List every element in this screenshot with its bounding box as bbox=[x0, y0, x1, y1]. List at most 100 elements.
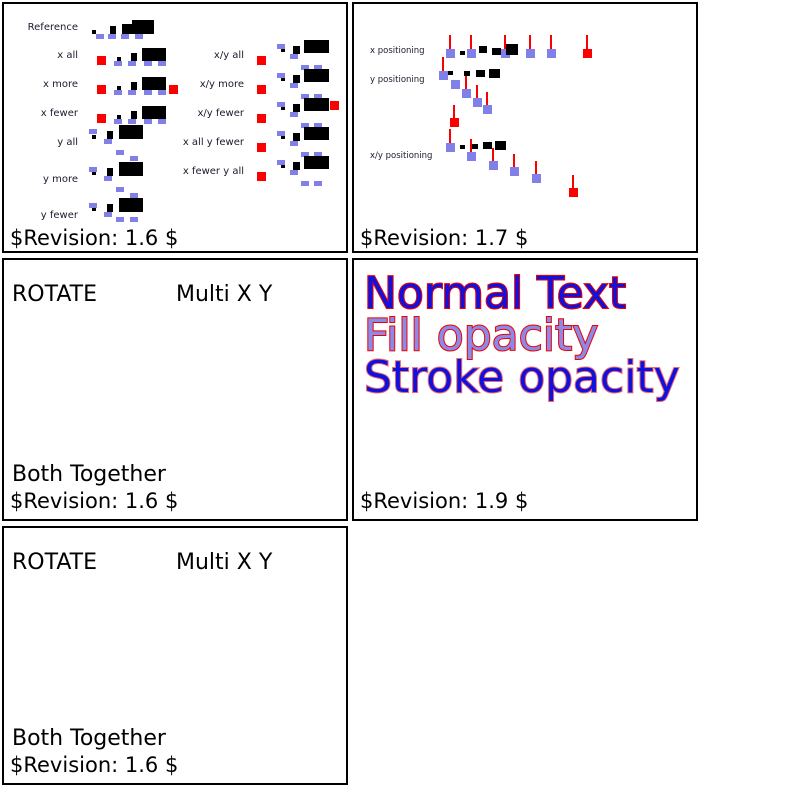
revision-label: $Revision: 1.9 $ bbox=[360, 489, 529, 513]
align-left-black-marker bbox=[131, 53, 137, 61]
align-right-black-marker bbox=[281, 164, 285, 168]
position-blue-marker bbox=[510, 167, 519, 176]
position-black-marker bbox=[483, 142, 492, 149]
align-row-label: x/y all bbox=[213, 50, 244, 61]
align-right-black-marker bbox=[281, 135, 285, 139]
align-right-black-marker bbox=[304, 156, 329, 169]
align-left-black-marker bbox=[107, 168, 113, 176]
tick-mark bbox=[535, 161, 537, 174]
align-right-blue-marker bbox=[290, 54, 298, 59]
align-left-blue-marker bbox=[130, 156, 138, 161]
align-right-blue-marker bbox=[301, 181, 309, 186]
tick-mark bbox=[492, 148, 494, 161]
position-blue-marker bbox=[547, 49, 556, 58]
align-left-blue-marker bbox=[130, 217, 138, 222]
align-right-black-marker bbox=[293, 46, 300, 54]
tick-mark bbox=[586, 35, 588, 49]
align-left-blue-marker bbox=[114, 90, 122, 95]
align-left-blue-marker bbox=[158, 90, 166, 95]
align-left-black-marker bbox=[119, 198, 143, 212]
align-row-label: x all bbox=[57, 50, 78, 61]
tick-mark bbox=[513, 154, 515, 167]
position-blue-marker bbox=[451, 80, 460, 89]
align-right-black-marker bbox=[304, 40, 329, 53]
align-right-black-marker bbox=[281, 106, 285, 110]
align-left-black-marker bbox=[132, 20, 154, 34]
position-blue-marker bbox=[462, 89, 471, 98]
align-left-blue-marker bbox=[114, 119, 122, 124]
align-right-blue-marker bbox=[290, 141, 298, 146]
align-left-blue-marker bbox=[144, 119, 152, 124]
align-left-blue-marker bbox=[104, 176, 112, 181]
align-right-blue-marker bbox=[301, 94, 309, 99]
panel-text-rotate-bottom: ROTATE Multi X Y Both Together $Revision… bbox=[2, 526, 348, 785]
tick-mark bbox=[453, 105, 455, 118]
align-left-blue-marker bbox=[158, 61, 166, 66]
position-blue-marker bbox=[467, 49, 476, 58]
align-right-black-marker bbox=[293, 75, 300, 83]
align-left-blue-marker bbox=[130, 193, 138, 198]
align-right-blue-marker bbox=[290, 170, 298, 175]
tick-mark bbox=[470, 139, 472, 152]
position-red-marker bbox=[583, 49, 592, 58]
align-left-blue-marker bbox=[104, 212, 112, 217]
align-left-blue-marker bbox=[89, 203, 97, 208]
tick-mark bbox=[470, 35, 472, 49]
position-black-marker bbox=[460, 145, 465, 149]
align-left-black-marker bbox=[92, 135, 96, 139]
align-right-black-marker bbox=[304, 98, 329, 111]
align-left-red-marker bbox=[97, 85, 106, 94]
align-right-black-marker bbox=[281, 48, 285, 52]
align-left-black-marker bbox=[119, 162, 143, 176]
align-right-blue-marker bbox=[290, 112, 298, 117]
align-right-blue-marker bbox=[314, 65, 322, 70]
position-black-marker bbox=[464, 71, 470, 76]
align-row-label: x more bbox=[43, 79, 78, 90]
align-left-black-marker bbox=[110, 26, 116, 34]
tick-mark bbox=[449, 129, 451, 143]
align-left-blue-marker bbox=[128, 61, 136, 66]
tick-mark bbox=[442, 57, 444, 71]
align-left-blue-marker bbox=[104, 139, 112, 144]
align-left-black-marker bbox=[107, 131, 113, 139]
align-row-label: Reference bbox=[27, 22, 78, 33]
position-black-marker bbox=[506, 44, 518, 55]
align-right-black-marker bbox=[293, 104, 300, 112]
align-left-black-marker bbox=[117, 115, 121, 119]
align-row-label: x/y more bbox=[199, 79, 244, 90]
align-left-red-marker bbox=[169, 85, 178, 94]
align-left-black-marker bbox=[142, 48, 166, 61]
align-right-blue-marker bbox=[301, 123, 309, 128]
align-left-blue-marker bbox=[128, 119, 136, 124]
align-right-black-marker bbox=[293, 133, 300, 141]
fill-opacity-line: Fill opacity bbox=[363, 310, 599, 361]
align-right-red-marker bbox=[257, 172, 266, 181]
stroke-opacity-line: Stroke opacity bbox=[363, 352, 681, 403]
positioning-row-label: x positioning bbox=[370, 46, 425, 56]
align-right-red-marker bbox=[257, 85, 266, 94]
align-row-label: y more bbox=[43, 174, 78, 185]
align-left-blue-marker bbox=[114, 61, 122, 66]
position-red-marker bbox=[569, 188, 578, 197]
align-left-black-marker bbox=[131, 82, 137, 90]
position-blue-marker bbox=[446, 143, 455, 152]
position-black-marker bbox=[460, 51, 465, 55]
position-black-marker bbox=[448, 71, 453, 75]
panel-text-align: Reference x all x more x fewer y all y more y … bbox=[2, 2, 348, 253]
rotate-label: ROTATE bbox=[12, 550, 98, 575]
positioning-row-label: y positioning bbox=[370, 75, 425, 85]
position-blue-marker bbox=[439, 71, 448, 80]
panel-text-rotate-top: ROTATE Multi X Y Both Together $Revision… bbox=[2, 258, 348, 521]
align-left-blue-marker bbox=[121, 34, 129, 39]
align-row-label: y fewer bbox=[40, 210, 78, 221]
tick-mark bbox=[550, 35, 552, 49]
position-blue-marker bbox=[501, 49, 510, 58]
align-row-label: y all bbox=[57, 137, 78, 148]
align-row-label: x/y fewer bbox=[197, 108, 245, 119]
panel-empty-slot bbox=[352, 526, 698, 785]
position-black-marker bbox=[492, 48, 501, 55]
tick-mark bbox=[476, 85, 478, 98]
align-left-red-marker bbox=[97, 114, 106, 123]
align-right-blue-marker bbox=[301, 65, 309, 70]
